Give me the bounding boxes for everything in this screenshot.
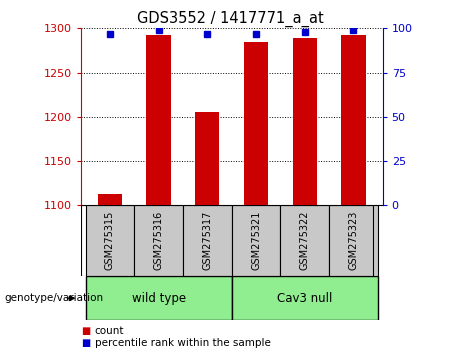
Text: percentile rank within the sample: percentile rank within the sample [95,338,271,348]
Text: GSM275317: GSM275317 [202,211,213,270]
Bar [280,205,329,276]
Text: GSM275321: GSM275321 [251,211,261,270]
Bar [134,205,183,276]
Bar [147,35,171,205]
Text: ■: ■ [81,338,90,348]
Bar [232,276,378,320]
Text: ■: ■ [81,326,90,336]
Text: GDS3552 / 1417771_a_at: GDS3552 / 1417771_a_at [137,11,324,27]
Bar [244,42,268,205]
Text: GSM275315: GSM275315 [105,211,115,270]
Bar [293,38,317,205]
Text: wild type: wild type [131,292,186,305]
Text: GSM275323: GSM275323 [349,211,358,270]
Bar [183,205,232,276]
Text: GSM275322: GSM275322 [300,211,310,270]
Bar [195,112,219,205]
Bar [98,194,122,205]
Text: GSM275316: GSM275316 [154,211,164,270]
Bar [86,276,232,320]
Text: count: count [95,326,124,336]
Bar [86,205,134,276]
Text: Cav3 null: Cav3 null [277,292,332,305]
Bar [329,205,378,276]
Bar [341,34,366,205]
Text: genotype/variation: genotype/variation [5,293,104,303]
Bar [232,205,280,276]
